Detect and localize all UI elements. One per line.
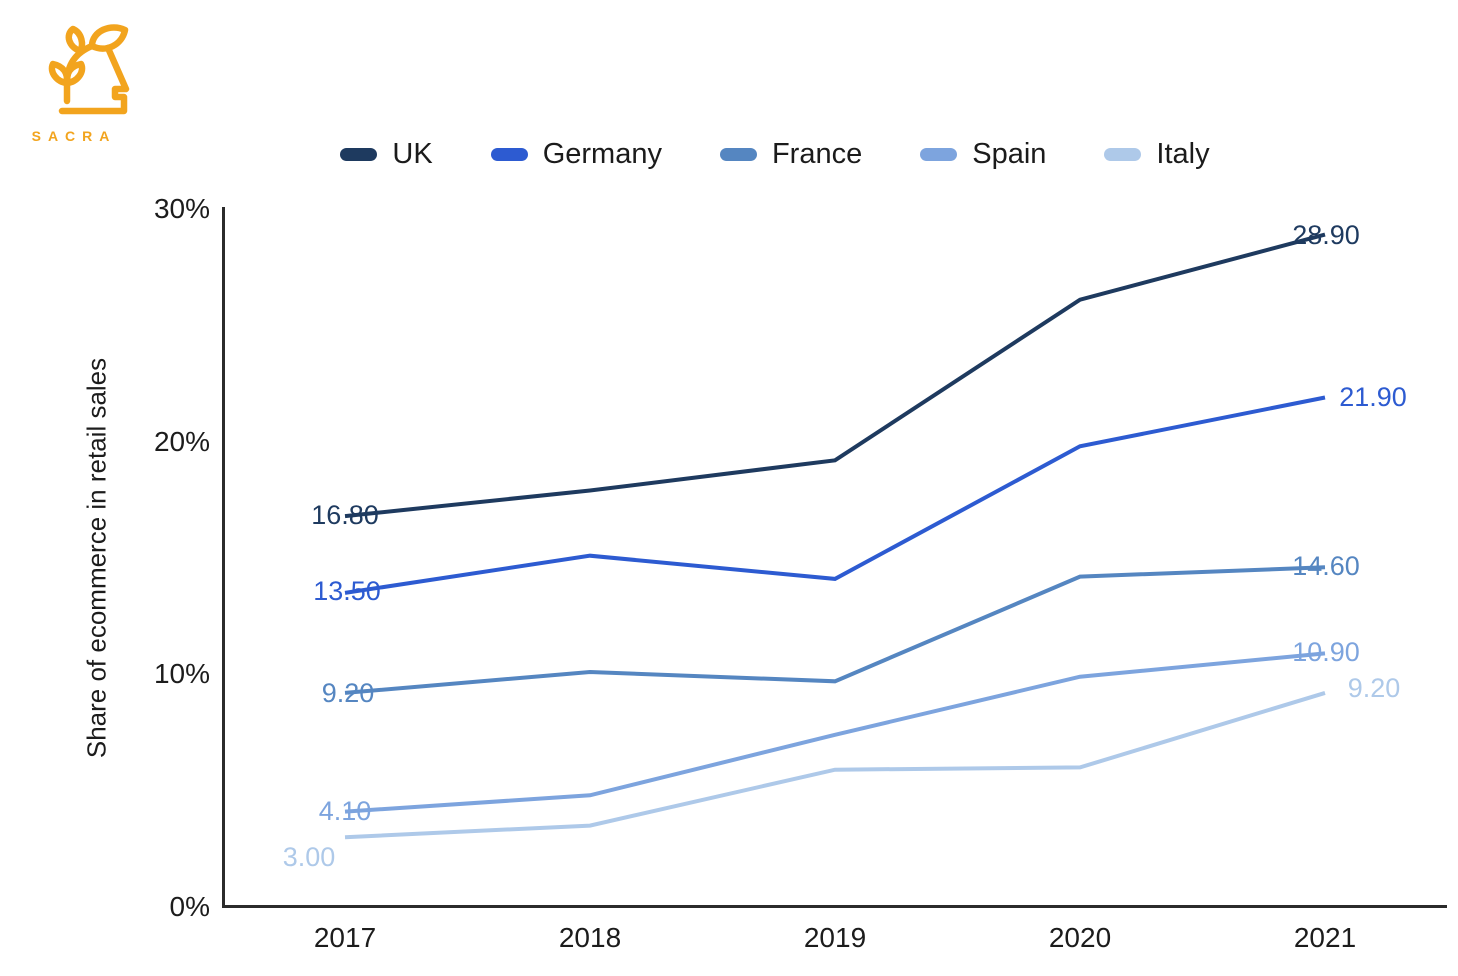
- value-label-italy-2021: 9.20: [1347, 673, 1401, 704]
- legend-swatch-spain: [920, 148, 958, 161]
- value-label-uk-2021: 28.90: [1292, 219, 1360, 250]
- value-label-germany-2021: 21.90: [1339, 382, 1407, 413]
- x-tick-label: 2020: [1048, 922, 1112, 953]
- head-with-sprout-icon: [48, 24, 130, 115]
- legend-swatch-italy: [1104, 148, 1142, 161]
- legend-item-spain: Spain: [920, 140, 1046, 169]
- y-tick-label: 30%: [153, 193, 210, 224]
- line-italy: [344, 690, 1326, 840]
- legend-label: Germany: [542, 138, 662, 170]
- value-label-spain-2021: 10.90: [1292, 637, 1360, 668]
- value-label-italy-2017: 3.00: [282, 842, 336, 873]
- value-label-france-2017: 9.20: [321, 678, 375, 709]
- line-germany: [344, 395, 1326, 595]
- sacra-logo: [22, 4, 152, 154]
- x-tick-label: 2021: [1293, 922, 1357, 953]
- value-label-spain-2017: 4.10: [318, 795, 372, 826]
- legend-item-italy: Italy: [1104, 138, 1210, 170]
- x-tick-label: 2017: [313, 922, 377, 953]
- y-tick-label: 10%: [153, 658, 210, 690]
- legend-item-uk: UK: [340, 138, 433, 170]
- plot-area: 16.80 28.90 13.50 21.90 9.20 14.60 4.10 10.90 3.…: [225, 209, 1447, 907]
- legend-swatch-germany: [490, 148, 528, 161]
- legend-label: Italy: [1156, 138, 1210, 170]
- legend-label: UK: [392, 138, 433, 170]
- value-label-germany-2017: 13.50: [313, 576, 381, 607]
- brand-name: SACRA: [31, 128, 117, 144]
- legend-swatch-uk: [340, 148, 378, 161]
- line-uk: [344, 232, 1326, 519]
- y-axis-title: Share of ecommerce in retail sales: [81, 357, 112, 759]
- y-tick-label: 0%: [169, 891, 210, 922]
- chart-legend: UK Germany France Spain Italy: [225, 140, 1325, 169]
- x-tick-label: 2018: [558, 922, 622, 953]
- y-tick-label: 20%: [153, 425, 210, 457]
- legend-label: Spain: [972, 138, 1047, 170]
- line-spain: [344, 651, 1326, 814]
- value-label-uk-2017: 16.80: [311, 500, 379, 531]
- value-label-france-2021: 14.60: [1292, 551, 1360, 582]
- legend-swatch-france: [719, 148, 757, 161]
- x-tick-label: 2019: [803, 922, 867, 953]
- chart-axes: [222, 207, 1447, 908]
- legend-item-germany: Germany: [490, 138, 662, 170]
- legend-item-france: France: [719, 138, 863, 170]
- line-france: [344, 565, 1326, 695]
- legend-label: France: [771, 138, 863, 170]
- series-lines: [344, 232, 1326, 840]
